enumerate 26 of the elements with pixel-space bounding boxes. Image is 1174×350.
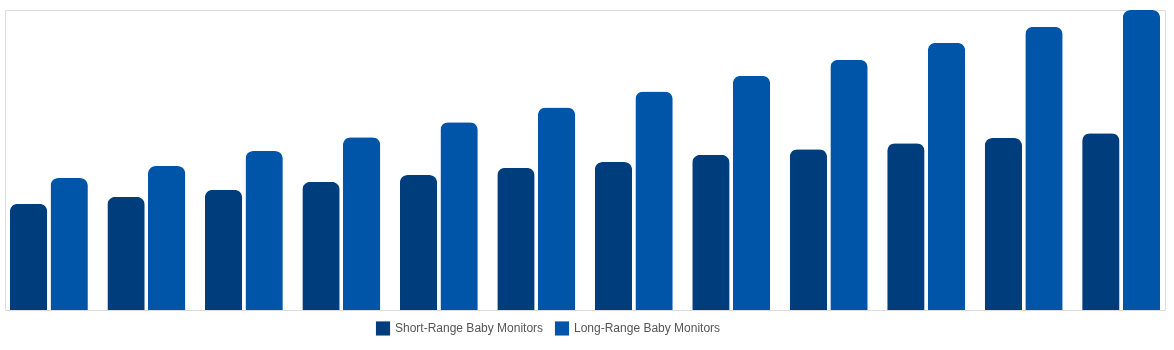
bar: [50, 178, 88, 310]
bar: [984, 138, 1023, 310]
bar: [107, 196, 145, 310]
bar: [1122, 10, 1161, 310]
bar: [245, 151, 283, 310]
bar: [204, 189, 243, 310]
bar: [9, 203, 48, 310]
bar: [692, 154, 730, 310]
bar: [399, 175, 438, 310]
bar: [635, 91, 673, 310]
bar: [830, 59, 868, 310]
bar: [789, 149, 828, 310]
legend-label: Short-Range Baby Monitors: [395, 321, 544, 336]
bar: [1082, 133, 1120, 310]
bar: [1025, 26, 1063, 310]
bar: [537, 107, 576, 310]
bar: [302, 181, 340, 310]
bar: [594, 162, 633, 310]
bar: [887, 143, 925, 310]
bar: [732, 75, 771, 310]
legend-label: Long-Range Baby Monitors: [574, 321, 721, 336]
bar: [342, 137, 381, 310]
bar: [440, 122, 478, 310]
bar: [927, 42, 966, 310]
bar: [497, 167, 535, 310]
bar: [147, 166, 186, 310]
